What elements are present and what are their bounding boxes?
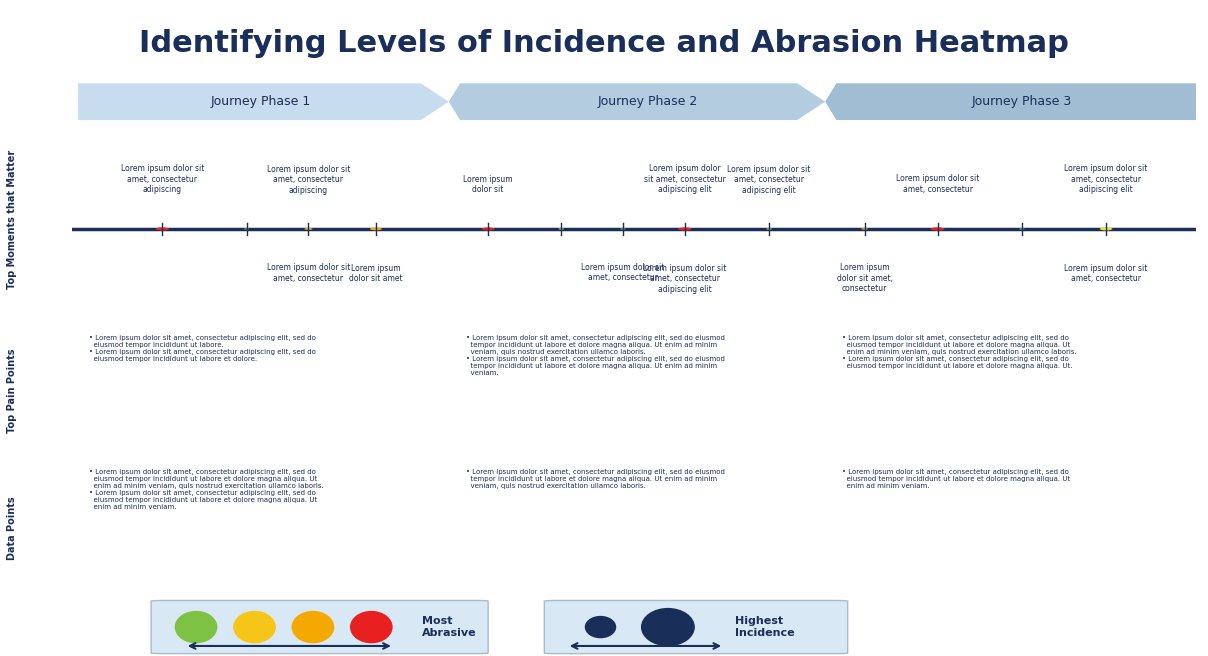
Ellipse shape bbox=[1099, 228, 1113, 230]
Text: Journey Phase 3: Journey Phase 3 bbox=[971, 95, 1071, 108]
Ellipse shape bbox=[641, 608, 695, 646]
Text: • Lorem ipsum dolor sit amet, consectetur adipiscing elit, sed do
  eiusmod temp: • Lorem ipsum dolor sit amet, consectetu… bbox=[842, 335, 1076, 369]
Ellipse shape bbox=[930, 228, 945, 230]
Text: Lorem ipsum dolor sit
amet, consectetur
adipiscing: Lorem ipsum dolor sit amet, consectetur … bbox=[121, 164, 204, 194]
Ellipse shape bbox=[861, 228, 867, 230]
Ellipse shape bbox=[291, 611, 335, 644]
Text: Highest
Incidence: Highest Incidence bbox=[736, 616, 795, 638]
Text: Journey Phase 2: Journey Phase 2 bbox=[598, 95, 698, 108]
Text: Most
Abrasive: Most Abrasive bbox=[422, 616, 476, 638]
FancyBboxPatch shape bbox=[151, 600, 488, 653]
Text: Lorem ipsum dolor sit
amet, consectetur
adipiscing elit: Lorem ipsum dolor sit amet, consectetur … bbox=[643, 264, 726, 294]
Polygon shape bbox=[79, 83, 449, 120]
Text: Lorem ipsum dolor sit
amet, consectetur
adipiscing elit: Lorem ipsum dolor sit amet, consectetur … bbox=[727, 165, 811, 195]
Text: Lorem ipsum dolor sit
amet, consectetur: Lorem ipsum dolor sit amet, consectetur bbox=[896, 174, 980, 194]
Text: Lorem ipsum dolor sit
amet, consectetur: Lorem ipsum dolor sit amet, consectetur bbox=[1064, 264, 1148, 283]
Text: Data Points: Data Points bbox=[7, 497, 17, 560]
Ellipse shape bbox=[156, 228, 169, 230]
Ellipse shape bbox=[620, 228, 626, 230]
Text: Lorem ipsum
dolor sit: Lorem ipsum dolor sit bbox=[464, 174, 513, 194]
FancyBboxPatch shape bbox=[545, 600, 848, 653]
Text: Journey Phase 1: Journey Phase 1 bbox=[210, 95, 310, 108]
Ellipse shape bbox=[233, 611, 275, 644]
Text: Lorem ipsum dolor sit
amet, consectetur
adipiscing: Lorem ipsum dolor sit amet, consectetur … bbox=[267, 165, 350, 195]
Ellipse shape bbox=[678, 228, 691, 230]
Ellipse shape bbox=[304, 228, 313, 230]
Ellipse shape bbox=[558, 228, 564, 230]
Polygon shape bbox=[449, 83, 825, 120]
Ellipse shape bbox=[370, 228, 382, 230]
Ellipse shape bbox=[766, 228, 772, 230]
Text: • Lorem ipsum dolor sit amet, consectetur adipiscing elit, sed do
  eiusmod temp: • Lorem ipsum dolor sit amet, consectetu… bbox=[89, 335, 316, 362]
Ellipse shape bbox=[175, 611, 217, 644]
Text: Lorem ipsum dolor sit
amet, consectetur
adipiscing elit: Lorem ipsum dolor sit amet, consectetur … bbox=[1064, 164, 1148, 194]
Text: Lorem ipsum dolor
sit amet, consectetur
adipiscing elit: Lorem ipsum dolor sit amet, consectetur … bbox=[644, 164, 726, 194]
Text: Top Pain Points: Top Pain Points bbox=[7, 348, 17, 432]
Ellipse shape bbox=[244, 228, 249, 230]
Text: • Lorem ipsum dolor sit amet, consectetur adipiscing elit, sed do eiusmod
  temp: • Lorem ipsum dolor sit amet, consectetu… bbox=[466, 469, 725, 489]
Text: • Lorem ipsum dolor sit amet, consectetur adipiscing elit, sed do
  eiusmod temp: • Lorem ipsum dolor sit amet, consectetu… bbox=[89, 469, 324, 510]
Ellipse shape bbox=[482, 228, 495, 230]
Text: • Lorem ipsum dolor sit amet, consectetur adipiscing elit, sed do
  eiusmod temp: • Lorem ipsum dolor sit amet, consectetu… bbox=[842, 469, 1070, 489]
Text: Lorem ipsum dolor sit
amet, consectetur: Lorem ipsum dolor sit amet, consectetur bbox=[267, 263, 350, 283]
Ellipse shape bbox=[585, 616, 616, 638]
Text: Lorem ipsum
dolor sit amet: Lorem ipsum dolor sit amet bbox=[349, 264, 402, 283]
Text: Lorem ipsum dolor sit
amet, consectetur: Lorem ipsum dolor sit amet, consectetur bbox=[581, 263, 664, 283]
Text: Top Moments that Matter: Top Moments that Matter bbox=[7, 150, 17, 289]
Ellipse shape bbox=[350, 611, 393, 644]
Text: • Lorem ipsum dolor sit amet, consectetur adipiscing elit, sed do eiusmod
  temp: • Lorem ipsum dolor sit amet, consectetu… bbox=[466, 335, 725, 377]
Text: Identifying Levels of Incidence and Abrasion Heatmap: Identifying Levels of Incidence and Abra… bbox=[139, 29, 1069, 58]
Polygon shape bbox=[825, 83, 1196, 120]
Ellipse shape bbox=[1020, 228, 1024, 230]
Text: Lorem ipsum
dolor sit amet,
consectetur: Lorem ipsum dolor sit amet, consectetur bbox=[836, 263, 893, 293]
